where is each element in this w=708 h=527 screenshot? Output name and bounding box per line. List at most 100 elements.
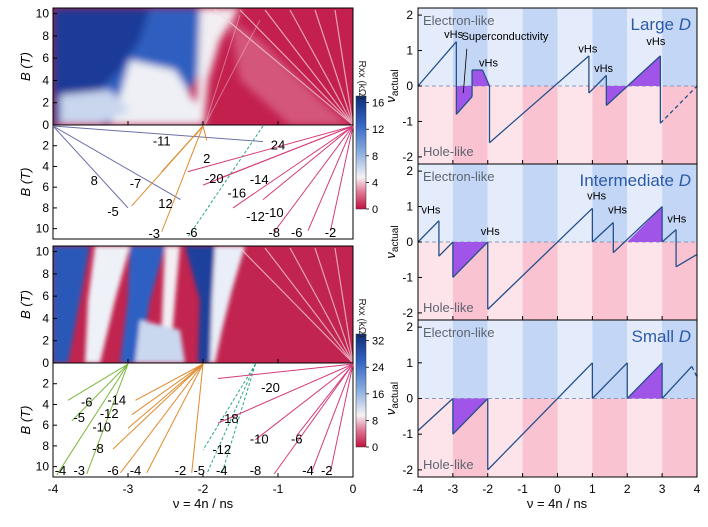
colorbar-top: 0 4 8 12 16 Rxx (kΩ): [355, 60, 384, 216]
fan2-fan-line: [56, 363, 129, 476]
map1-ytick-label: 2: [42, 96, 49, 110]
vhs-label: vHs: [646, 36, 665, 48]
fan2-fan-label: -5: [73, 410, 85, 425]
nu-actual-segment: [675, 253, 698, 268]
fan2-fan-label: -5: [193, 463, 205, 478]
map2-ytick-label: 0: [42, 356, 49, 370]
fan2-fan-label: -6: [291, 432, 303, 447]
vhs-label: vHs: [594, 63, 613, 75]
color-map-bottom: [52, 245, 354, 364]
fan2-fan-label: -2: [175, 463, 187, 478]
nu-actual-segment: [438, 241, 454, 257]
right-xtick-label: -3: [448, 482, 459, 496]
fan1-fan-label: -16: [227, 185, 246, 200]
fan2-fan-label: -14: [107, 392, 126, 407]
superconductivity-region: [472, 70, 490, 86]
map1-ytick-label: 4: [42, 73, 49, 87]
fan1-fan-label: -11: [153, 134, 171, 149]
nu-actual-segment: [591, 362, 628, 399]
fan2-fan-label: -12: [100, 406, 119, 421]
hole-band: [662, 242, 697, 320]
fan1-ytick-label: 2: [42, 139, 49, 153]
fan1-ytick-label: 10: [36, 222, 50, 236]
nu-actual-segment: [659, 85, 698, 124]
vhs-label: vHs: [479, 58, 498, 70]
map1-ytick-label: 6: [42, 51, 49, 65]
right-xtick-label: 4: [694, 482, 701, 496]
electron-band: [662, 8, 697, 86]
left-x-axis-label: ν = 4n / ns: [173, 496, 234, 511]
hole-band: [662, 86, 697, 164]
fan1-fan-line: [52, 125, 264, 143]
colorbar-bottom-label: Rxx (kΩ): [356, 298, 367, 337]
fan1-fan-label: 12: [158, 196, 172, 211]
nu-actual-segment: [455, 96, 473, 115]
right-y-axis-label: νactual: [383, 69, 401, 102]
colorbar-top-label: Rxx (kΩ): [356, 60, 367, 99]
electron-band: [522, 8, 558, 86]
annotation-pointer: [462, 48, 468, 94]
colorbar-bottom-tick-label: 32: [372, 336, 384, 348]
right-xtick-label: 3: [659, 482, 666, 496]
fan1-ytick-label: 8: [42, 201, 49, 215]
fan2-fan-label: -2: [321, 463, 333, 478]
electron-band: [662, 320, 697, 399]
nu-actual-panel: -2 -1 0 1 2 νactual Electron-like Hole-like Smal…: [383, 319, 701, 496]
electron-band: [662, 164, 697, 242]
fan2-fan-label: -3: [73, 463, 85, 478]
electron-band: [522, 320, 558, 399]
hole-band: [522, 398, 558, 477]
hole-band: [418, 86, 453, 164]
fan2-fan-line: [86, 363, 129, 475]
right-xtick-label: 1: [589, 482, 596, 496]
fan1-fan-label: -20: [205, 171, 224, 186]
left-xtick-label: 0: [350, 482, 357, 496]
fan2-fan-line: [131, 363, 204, 416]
right-ytick-label: 1: [406, 44, 413, 58]
fan1-fan-label: 24: [271, 138, 285, 153]
fan2-fan-label: -18: [220, 411, 239, 426]
hole-band: [627, 398, 663, 477]
electron-band: [487, 8, 523, 86]
right-ytick-label: 1: [406, 200, 413, 214]
right-y-axis-label: νactual: [383, 382, 401, 415]
nu-actual-segment: [487, 362, 593, 471]
fan1-fan-label: 2: [203, 151, 210, 166]
nu-actual-segment: [452, 398, 489, 435]
map1-ytick-label: 8: [42, 29, 49, 43]
color-map-top: [52, 7, 354, 126]
colorbar-top-tick-label: 12: [372, 124, 384, 136]
fan1-fan-label: -2: [325, 225, 337, 240]
hole-like-label: Hole-like: [423, 300, 474, 315]
fan2-fan-line: [273, 363, 354, 475]
right-ytick-label: 0: [406, 235, 413, 249]
fan1-fan-line: [187, 125, 264, 238]
fan2-fan-label: -4: [130, 463, 142, 478]
electron-band: [592, 164, 628, 242]
nu-actual-segment: [691, 366, 698, 378]
electron-band: [418, 164, 453, 242]
electron-band: [418, 320, 453, 399]
right-xtick-label: -4: [413, 482, 424, 496]
nu-actual-segment: [588, 74, 607, 94]
superconductivity-region: [456, 86, 473, 115]
fan1-fan-label: -12: [246, 209, 265, 224]
electron-band: [557, 8, 593, 86]
map2-ytick-label: 4: [42, 311, 49, 325]
nu-actual-segment: [605, 55, 661, 106]
right-ytick-label: 2: [406, 164, 413, 178]
fan2-fan-line: [217, 363, 354, 424]
electron-like-label: Electron-like: [423, 13, 495, 28]
map2-ytick-label: 2: [42, 334, 49, 348]
right-ytick-label: -1: [402, 270, 413, 284]
vhs-label: vHs: [578, 43, 597, 55]
right-ytick-label: 0: [406, 392, 413, 406]
fan-diagram-bottom: -6-5-4 -3-14-12-10-8-6 -4 -2-12-5 -4-20-18-1…: [52, 362, 354, 478]
colorbar-bottom-tick-label: 0: [372, 442, 378, 454]
fan1-ytick-label: 6: [42, 180, 49, 194]
fan1-fan-line: [232, 125, 354, 209]
nu-actual-segment: [626, 362, 663, 399]
nu-actual-segment: [417, 220, 440, 243]
electron-band: [557, 320, 593, 399]
